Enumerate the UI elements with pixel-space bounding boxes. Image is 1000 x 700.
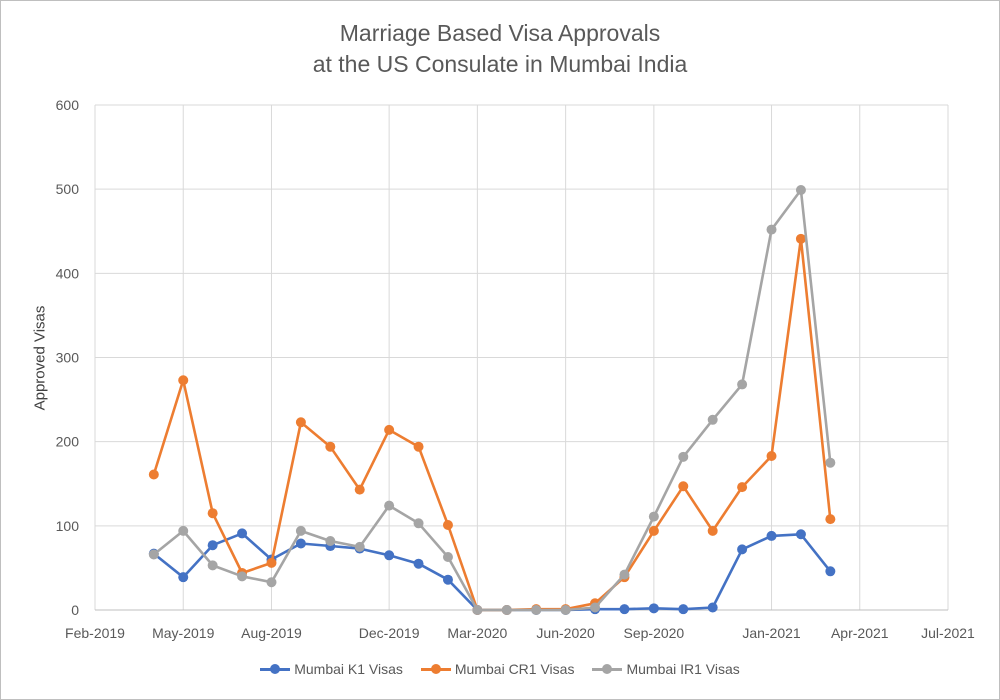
legend-label: Mumbai K1 Visas	[294, 661, 403, 677]
data-point	[442, 574, 453, 585]
data-point	[707, 525, 718, 536]
data-point	[178, 572, 189, 583]
data-point	[413, 518, 424, 529]
data-point	[619, 569, 630, 580]
data-point	[648, 603, 659, 614]
x-tick-label: Feb-2019	[65, 625, 125, 641]
y-tick-label: 600	[56, 97, 80, 113]
data-point	[825, 457, 836, 468]
legend-label: Mumbai IR1 Visas	[626, 661, 740, 677]
data-point	[531, 605, 542, 615]
y-tick-label: 200	[56, 434, 80, 450]
series-line	[152, 237, 832, 612]
data-point	[472, 605, 483, 615]
x-tick-label: May-2019	[152, 625, 214, 641]
data-point	[295, 417, 306, 428]
data-point	[678, 451, 689, 462]
legend-item: Mumbai K1 Visas	[260, 661, 403, 677]
series-lines	[148, 185, 836, 615]
data-point	[354, 541, 365, 552]
data-point	[590, 602, 601, 613]
legend-item: Mumbai CR1 Visas	[420, 661, 575, 677]
chart-title-line-2: at the US Consulate in Mumbai India	[312, 51, 688, 77]
data-point	[295, 538, 306, 549]
y-tick-label: 100	[56, 518, 80, 534]
data-point	[825, 514, 836, 525]
data-point	[207, 508, 218, 519]
y-tick-labels: 0 100 200 300 400 500 600	[56, 97, 80, 618]
data-point	[325, 441, 336, 452]
x-tick-label: Jul-2021	[921, 625, 975, 641]
x-tick-label: Jan-2021	[742, 625, 801, 641]
data-point	[354, 484, 365, 495]
data-point	[795, 529, 806, 540]
x-tick-label: Jun-2020	[536, 625, 595, 641]
data-point	[266, 557, 277, 568]
data-point	[737, 379, 748, 390]
chart-title: Marriage Based Visa Approvals at the US …	[0, 18, 1000, 80]
x-tick-label: Aug-2019	[241, 625, 302, 641]
data-point	[295, 525, 306, 536]
x-tick-label: Mar-2020	[447, 625, 507, 641]
series-1	[148, 528, 836, 615]
data-point	[795, 233, 806, 244]
data-point	[678, 604, 689, 615]
legend-label: Mumbai CR1 Visas	[454, 661, 575, 677]
data-point	[384, 550, 395, 561]
data-point	[442, 551, 453, 562]
data-point	[384, 500, 395, 511]
legend-item: Mumbai IR1 Visas	[592, 661, 740, 677]
data-point	[442, 519, 453, 530]
grid-lines	[94, 104, 949, 611]
data-point	[325, 535, 336, 546]
x-tick-label: Sep-2020	[624, 625, 685, 641]
data-point	[178, 375, 189, 386]
data-point	[560, 605, 571, 615]
data-point	[648, 525, 659, 536]
y-tick-label: 300	[56, 350, 80, 366]
chart-title-line-1: Marriage Based Visa Approvals	[339, 20, 661, 46]
data-point	[766, 450, 777, 461]
x-tick-labels: Feb-2019 May-2019 Aug-2019 Dec-2019 Mar-2020…	[65, 625, 975, 641]
y-tick-label: 400	[56, 265, 80, 281]
data-point	[413, 558, 424, 569]
data-point	[707, 602, 718, 613]
y-tick-label: 0	[71, 602, 79, 618]
data-point	[737, 544, 748, 555]
data-point	[766, 530, 777, 541]
x-tick-label: Apr-2021	[831, 625, 889, 641]
series-2	[148, 233, 836, 615]
data-point	[148, 549, 159, 560]
data-point	[766, 224, 777, 235]
legend: Mumbai K1 Visas Mumbai CR1 Visas Mumbai IR…	[0, 658, 1000, 680]
series-line	[152, 532, 832, 612]
data-point	[678, 481, 689, 492]
legend-marker	[260, 663, 291, 675]
data-point	[237, 571, 248, 582]
data-point	[384, 424, 395, 435]
data-point	[207, 560, 218, 571]
series-line	[152, 188, 832, 612]
y-axis-title: Approved Visas	[31, 305, 49, 411]
data-point	[707, 414, 718, 425]
legend-marker	[420, 663, 451, 675]
data-point	[207, 540, 218, 551]
x-tick-label: Dec-2019	[359, 625, 420, 641]
data-point	[178, 525, 189, 536]
y-tick-label: 500	[56, 181, 80, 197]
data-point	[619, 604, 630, 615]
data-point	[266, 577, 277, 588]
data-point	[501, 605, 512, 615]
data-point	[795, 185, 806, 196]
series-3	[148, 185, 836, 615]
data-point	[648, 511, 659, 522]
data-point	[413, 441, 424, 452]
legend-marker	[592, 663, 623, 675]
data-point	[237, 528, 248, 539]
data-point	[737, 482, 748, 493]
data-point	[825, 566, 836, 577]
data-point	[148, 469, 159, 480]
